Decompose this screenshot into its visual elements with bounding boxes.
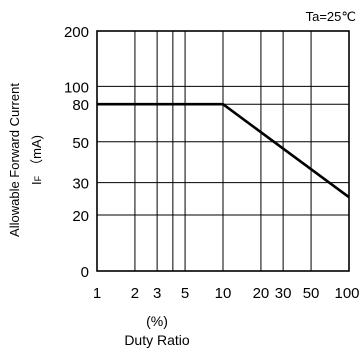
x-tick-label: 3 [153,285,161,302]
y-tick-label: 100 [64,79,89,96]
y-tick-label: 200 [64,24,89,41]
x-tick-label: 1 [93,285,101,302]
x-tick-label: 5 [181,285,189,302]
annotation-label: Ta=25℃ [306,9,356,24]
y-axis-unit: （mA) [29,135,44,172]
y-tick-label: 20 [72,208,89,225]
y-axis-label-line2: IF （mA) [29,135,44,185]
x-axis-label: Duty Ratio [124,332,190,348]
x-axis-unit: (%) [146,313,168,329]
y-axis-label: Allowable Forward Current IF （mA) [7,83,44,237]
x-tick-label: 2 [131,285,139,302]
x-tick-label: 100 [334,285,359,302]
plot-frame [96,30,350,272]
series-line [97,102,350,199]
y-axis-label-line1: Allowable Forward Current [7,83,22,237]
x-tick-label: 20 [253,285,270,302]
x-tick-label: 50 [303,285,320,302]
y-axis-subscript: F [33,175,43,181]
y-axis-symbol: I [29,181,44,185]
grid [97,30,350,272]
y-tick-label: 50 [72,135,89,152]
series [97,102,350,199]
x-tick-label: 30 [275,285,292,302]
y-tick-label: 30 [72,176,89,193]
x-tick-label: 10 [215,285,232,302]
y-tick-label: 0 [81,264,89,281]
y-tick-label: 80 [72,97,89,114]
x-tick-labels: 1 2 3 5 10 20 30 50 100 [93,285,360,302]
